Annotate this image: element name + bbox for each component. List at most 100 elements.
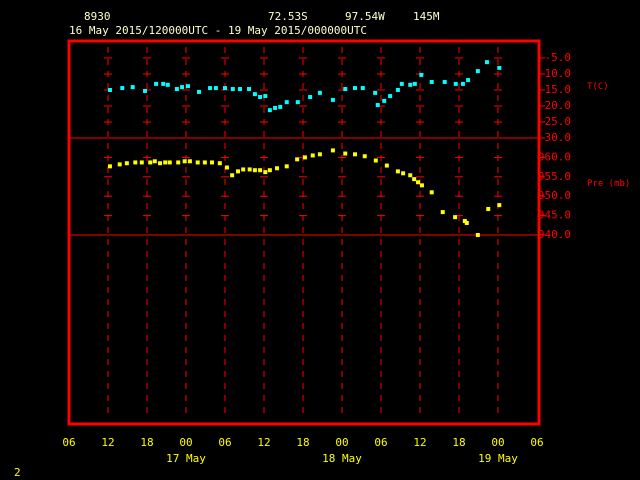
point bbox=[362, 154, 367, 159]
point bbox=[124, 161, 129, 166]
point bbox=[139, 160, 144, 165]
y-tick-label: 950.0 bbox=[538, 189, 571, 202]
y-tick-label: -15.0 bbox=[538, 83, 571, 96]
point bbox=[395, 87, 400, 92]
point bbox=[154, 81, 159, 86]
elevation: 145M bbox=[413, 10, 440, 23]
point bbox=[247, 87, 252, 92]
axis-label: Pre (mb) bbox=[587, 179, 630, 189]
point bbox=[217, 161, 222, 166]
point bbox=[148, 160, 153, 165]
point bbox=[263, 170, 268, 175]
point bbox=[223, 86, 227, 91]
point bbox=[460, 81, 465, 86]
point bbox=[484, 60, 489, 65]
point bbox=[237, 87, 242, 92]
x-tick-label: 00 bbox=[335, 436, 348, 449]
point bbox=[343, 87, 348, 92]
point bbox=[241, 167, 246, 172]
point bbox=[180, 85, 185, 90]
x-tick-label: 00 bbox=[179, 436, 192, 449]
point bbox=[152, 159, 157, 164]
point bbox=[267, 168, 272, 173]
point bbox=[497, 65, 502, 70]
point bbox=[373, 90, 378, 95]
latitude: 72.53S bbox=[268, 10, 308, 23]
point bbox=[143, 88, 148, 93]
point bbox=[416, 180, 421, 185]
point bbox=[330, 97, 335, 102]
point bbox=[343, 151, 348, 156]
point bbox=[117, 162, 122, 167]
point bbox=[310, 153, 315, 158]
point bbox=[429, 79, 434, 84]
point bbox=[163, 160, 168, 165]
point bbox=[317, 152, 322, 157]
x-tick-label: 12 bbox=[413, 436, 426, 449]
point bbox=[308, 95, 313, 100]
point bbox=[295, 157, 300, 162]
point bbox=[486, 207, 491, 212]
x-tick-label: 06 bbox=[374, 436, 387, 449]
point bbox=[167, 160, 172, 165]
point bbox=[401, 171, 406, 176]
point bbox=[185, 84, 190, 89]
axis-label: T(C) bbox=[587, 82, 609, 92]
point bbox=[464, 220, 469, 225]
point bbox=[466, 78, 471, 83]
point bbox=[442, 79, 447, 84]
y-tick-label: -10.0 bbox=[538, 67, 571, 80]
point bbox=[273, 105, 278, 110]
point bbox=[161, 81, 166, 86]
point bbox=[224, 165, 229, 170]
point bbox=[453, 81, 458, 86]
point bbox=[230, 87, 235, 92]
longitude: 97.54W bbox=[345, 10, 385, 23]
point bbox=[353, 152, 357, 157]
point bbox=[174, 87, 179, 92]
point bbox=[258, 95, 263, 100]
y-tick-label: 945.0 bbox=[538, 209, 571, 222]
point bbox=[360, 86, 365, 91]
y-tick-label: -25.0 bbox=[538, 115, 571, 128]
point bbox=[388, 94, 393, 99]
point bbox=[210, 160, 214, 165]
point bbox=[330, 148, 335, 153]
point bbox=[408, 82, 413, 87]
station-id: 8930 bbox=[84, 10, 111, 23]
x-tick-label: 06 bbox=[62, 436, 75, 449]
point bbox=[475, 69, 480, 74]
point bbox=[497, 203, 502, 208]
point bbox=[213, 86, 218, 91]
point bbox=[384, 163, 389, 168]
point bbox=[373, 158, 378, 163]
point bbox=[284, 100, 289, 105]
period: 16 May 2015/120000UTC - 19 May 2015/0000… bbox=[69, 24, 367, 37]
point bbox=[247, 167, 252, 172]
point bbox=[176, 160, 181, 165]
point bbox=[419, 183, 424, 188]
x-tick-label: 18 bbox=[452, 436, 465, 449]
point bbox=[399, 81, 404, 86]
point bbox=[395, 169, 400, 174]
y-tick-label: -5.0 bbox=[545, 51, 572, 64]
point bbox=[317, 90, 322, 95]
y-tick-label: -20.0 bbox=[538, 99, 571, 112]
point bbox=[263, 94, 268, 99]
point bbox=[353, 86, 357, 91]
point bbox=[107, 164, 112, 169]
date-label: 17 May bbox=[166, 452, 206, 465]
point bbox=[267, 108, 272, 113]
point bbox=[187, 159, 192, 164]
point bbox=[302, 155, 307, 160]
x-tick-label: 12 bbox=[101, 436, 114, 449]
date-label: 19 May bbox=[478, 452, 518, 465]
point bbox=[252, 92, 257, 97]
x-tick-label: 12 bbox=[257, 436, 270, 449]
x-tick-label: 18 bbox=[140, 436, 153, 449]
point bbox=[182, 159, 187, 164]
point bbox=[208, 86, 213, 91]
y-tick-label: -30.0 bbox=[538, 131, 571, 144]
point bbox=[475, 233, 480, 237]
